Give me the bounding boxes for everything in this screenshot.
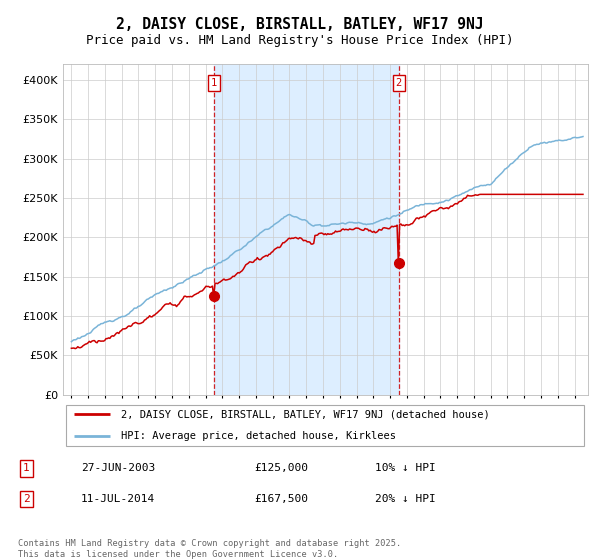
- Text: HPI: Average price, detached house, Kirklees: HPI: Average price, detached house, Kirk…: [121, 431, 396, 441]
- Text: 2: 2: [23, 494, 30, 504]
- Text: 1: 1: [23, 463, 30, 473]
- Text: Contains HM Land Registry data © Crown copyright and database right 2025.
This d: Contains HM Land Registry data © Crown c…: [18, 539, 401, 559]
- Text: £167,500: £167,500: [254, 494, 308, 504]
- Text: 2, DAISY CLOSE, BIRSTALL, BATLEY, WF17 9NJ (detached house): 2, DAISY CLOSE, BIRSTALL, BATLEY, WF17 9…: [121, 409, 490, 419]
- Text: Price paid vs. HM Land Registry's House Price Index (HPI): Price paid vs. HM Land Registry's House …: [86, 34, 514, 46]
- Text: 11-JUL-2014: 11-JUL-2014: [81, 494, 155, 504]
- Text: 27-JUN-2003: 27-JUN-2003: [81, 463, 155, 473]
- FancyBboxPatch shape: [65, 405, 584, 446]
- Text: £125,000: £125,000: [254, 463, 308, 473]
- Bar: [214, 64, 399, 395]
- Text: 10% ↓ HPI: 10% ↓ HPI: [375, 463, 436, 473]
- Text: 2: 2: [395, 78, 402, 88]
- Text: 2, DAISY CLOSE, BIRSTALL, BATLEY, WF17 9NJ: 2, DAISY CLOSE, BIRSTALL, BATLEY, WF17 9…: [116, 17, 484, 32]
- Text: 1: 1: [211, 78, 217, 88]
- Text: 20% ↓ HPI: 20% ↓ HPI: [375, 494, 436, 504]
